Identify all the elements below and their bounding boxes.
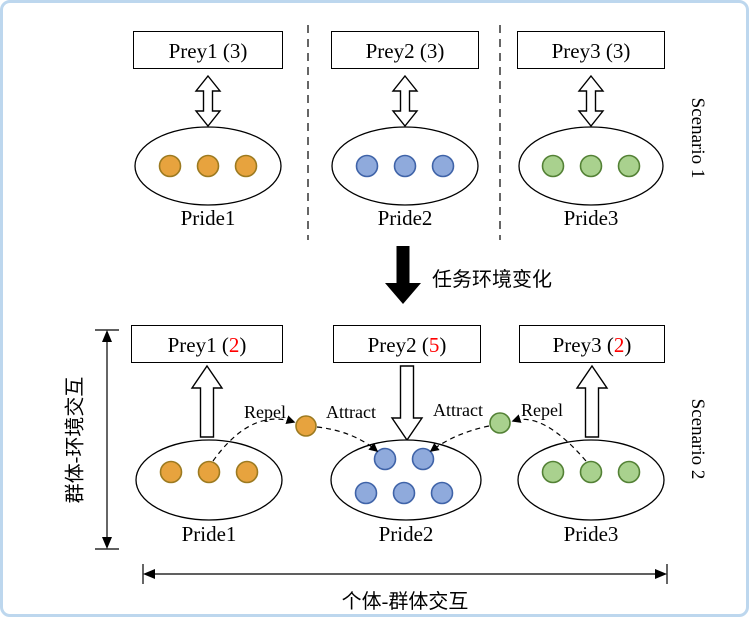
- prey-label: Prey2 (3): [365, 39, 445, 63]
- prey-label: Prey2 (: [367, 333, 429, 357]
- group-env-axis: [95, 329, 119, 550]
- prey-count-red: 2: [613, 333, 625, 357]
- arrowhead-left: [143, 569, 155, 579]
- double-arrow-icon-pride1: [194, 74, 222, 128]
- prey-label: Prey1 (3): [168, 39, 248, 63]
- pride3-label-s1: Pride3: [563, 206, 619, 230]
- double-arrow-icon-pride2: [391, 74, 419, 128]
- lion-dot-blue: [373, 447, 397, 471]
- lion-dot-blue: [393, 154, 417, 178]
- prey1-box-s2: Prey1 (2): [131, 325, 283, 363]
- lion-dot-orange: [197, 460, 221, 484]
- lion-dot-blue: [392, 481, 416, 505]
- repel-label-right: Repel: [521, 400, 563, 420]
- individual-group-axis-label: 个体-群体交互: [341, 591, 469, 613]
- prey-label-close: ): [439, 333, 447, 357]
- repel-label-left: Repel: [244, 402, 286, 422]
- attract-curve-right: [429, 425, 490, 452]
- lion-dot-blue: [355, 154, 379, 178]
- lion-dot-green: [617, 154, 641, 178]
- lion-dot-orange: [159, 460, 183, 484]
- pride2-ellipse-s2: [330, 439, 482, 521]
- arrowhead-down: [102, 537, 112, 549]
- prey-label: Prey1 (: [167, 333, 229, 357]
- prey2-box-s1: Prey2 (3): [331, 31, 479, 69]
- transition-arrow-icon: [385, 246, 421, 304]
- migrating-lion-orange-dot: [295, 415, 317, 437]
- double-arrow-icon-pride3: [577, 74, 605, 128]
- lion-dot-orange: [196, 154, 220, 178]
- lion-dot-blue: [430, 481, 454, 505]
- prey3-box-s1: Prey3 (3): [517, 31, 665, 69]
- arrowhead-right: [655, 569, 667, 579]
- arrowhead-up: [102, 330, 112, 342]
- prey-label: Prey3 (: [552, 333, 614, 357]
- lion-dot-blue: [411, 447, 435, 471]
- migrating-lion-green-dot: [489, 412, 511, 434]
- pride3-label-s2: Pride3: [563, 522, 619, 546]
- down-arrow-icon-pride2: [390, 365, 424, 442]
- pride1-label-s2: Pride1: [181, 522, 237, 546]
- scenario2-side-label: Scenario 2: [687, 398, 708, 480]
- up-arrow-icon-pride3: [575, 364, 609, 438]
- pride2-label-s1: Pride2: [377, 206, 433, 230]
- prey-label-close: ): [239, 333, 247, 357]
- lion-dot-blue: [354, 481, 378, 505]
- pride1-label-s1: Pride1: [180, 206, 236, 230]
- attract-label-right: Attract: [433, 400, 483, 420]
- diagram-graphics: [95, 25, 668, 584]
- lion-dot-green: [541, 154, 565, 178]
- prey-label-close: ): [624, 333, 632, 357]
- prey1-box-s1: Prey1 (3): [133, 31, 283, 69]
- individual-group-axis: [142, 564, 668, 584]
- up-arrow-icon-pride1: [190, 364, 224, 438]
- lion-dot-orange: [158, 154, 182, 178]
- repel-curve-left: [212, 415, 296, 462]
- scenario1-side-label: Scenario 1: [687, 97, 708, 179]
- lion-dot-blue: [431, 154, 455, 178]
- prey3-box-s2: Prey3 (2): [519, 325, 665, 363]
- attract-label-left: Attract: [326, 402, 376, 422]
- prey-count-red: 2: [228, 333, 240, 357]
- group-env-axis-label: 群体-环境交互: [64, 376, 87, 504]
- prey-count-red: 5: [428, 333, 440, 357]
- prey2-box-s2: Prey2 (5): [333, 325, 481, 363]
- lion-dot-orange: [235, 460, 259, 484]
- lion-dot-green: [579, 154, 603, 178]
- lion-dot-green: [617, 460, 641, 484]
- prey-label: Prey3 (3): [551, 39, 631, 63]
- repel-curve-right: [511, 414, 587, 462]
- transition-label: 任务环境变化: [432, 269, 552, 291]
- lion-dot-green: [541, 460, 565, 484]
- pride2-label-s2: Pride2: [378, 522, 434, 546]
- lion-dot-green: [579, 460, 603, 484]
- lion-dot-orange: [234, 154, 258, 178]
